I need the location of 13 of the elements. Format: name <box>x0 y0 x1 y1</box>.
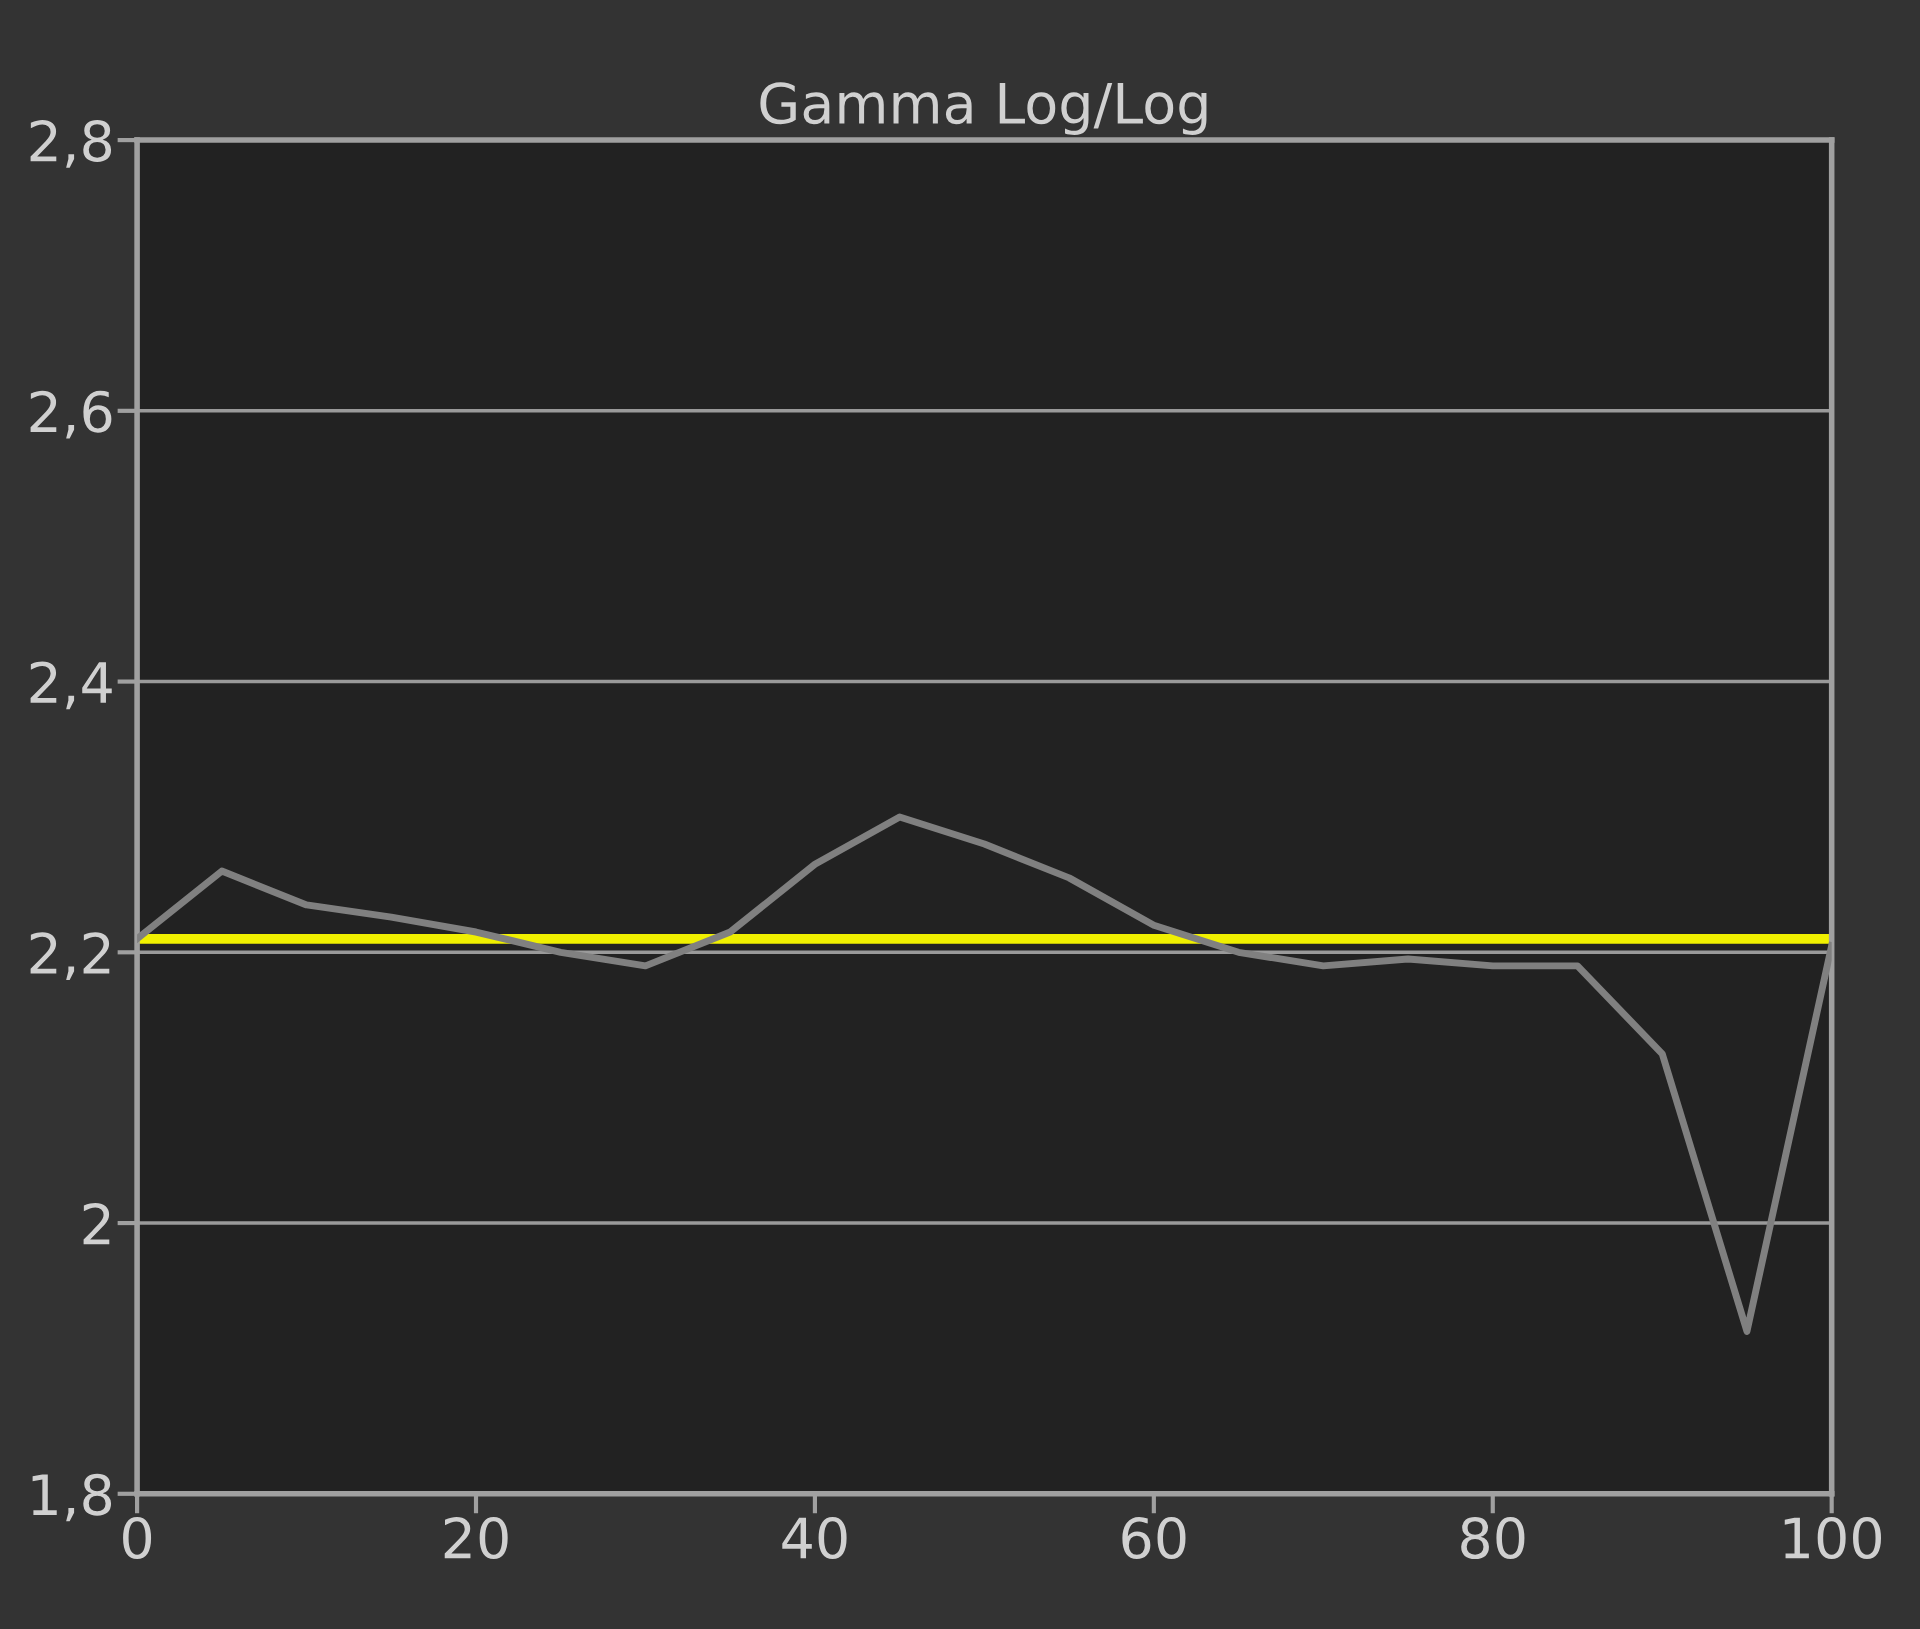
y-tick-label: 2,2 <box>30 932 110 980</box>
x-tick-label: 100 <box>1784 1517 1882 1560</box>
x-tick-label: 80 <box>1461 1517 1525 1560</box>
x-tick-label: 20 <box>444 1517 508 1560</box>
chart-title: Gamma Log/Log <box>760 82 1207 135</box>
x-tick-label: 40 <box>782 1517 847 1560</box>
y-tick-label: 2,6 <box>30 390 112 439</box>
y-tick-label: 2,4 <box>30 661 112 710</box>
x-tick-label: 60 <box>1122 1517 1186 1560</box>
y-tick-label: 1,8 <box>32 1473 112 1522</box>
y-tick-label: 2 <box>83 1202 110 1245</box>
x-tick-label: 0 <box>123 1517 152 1560</box>
y-tick-label: 2,8 <box>30 119 112 168</box>
